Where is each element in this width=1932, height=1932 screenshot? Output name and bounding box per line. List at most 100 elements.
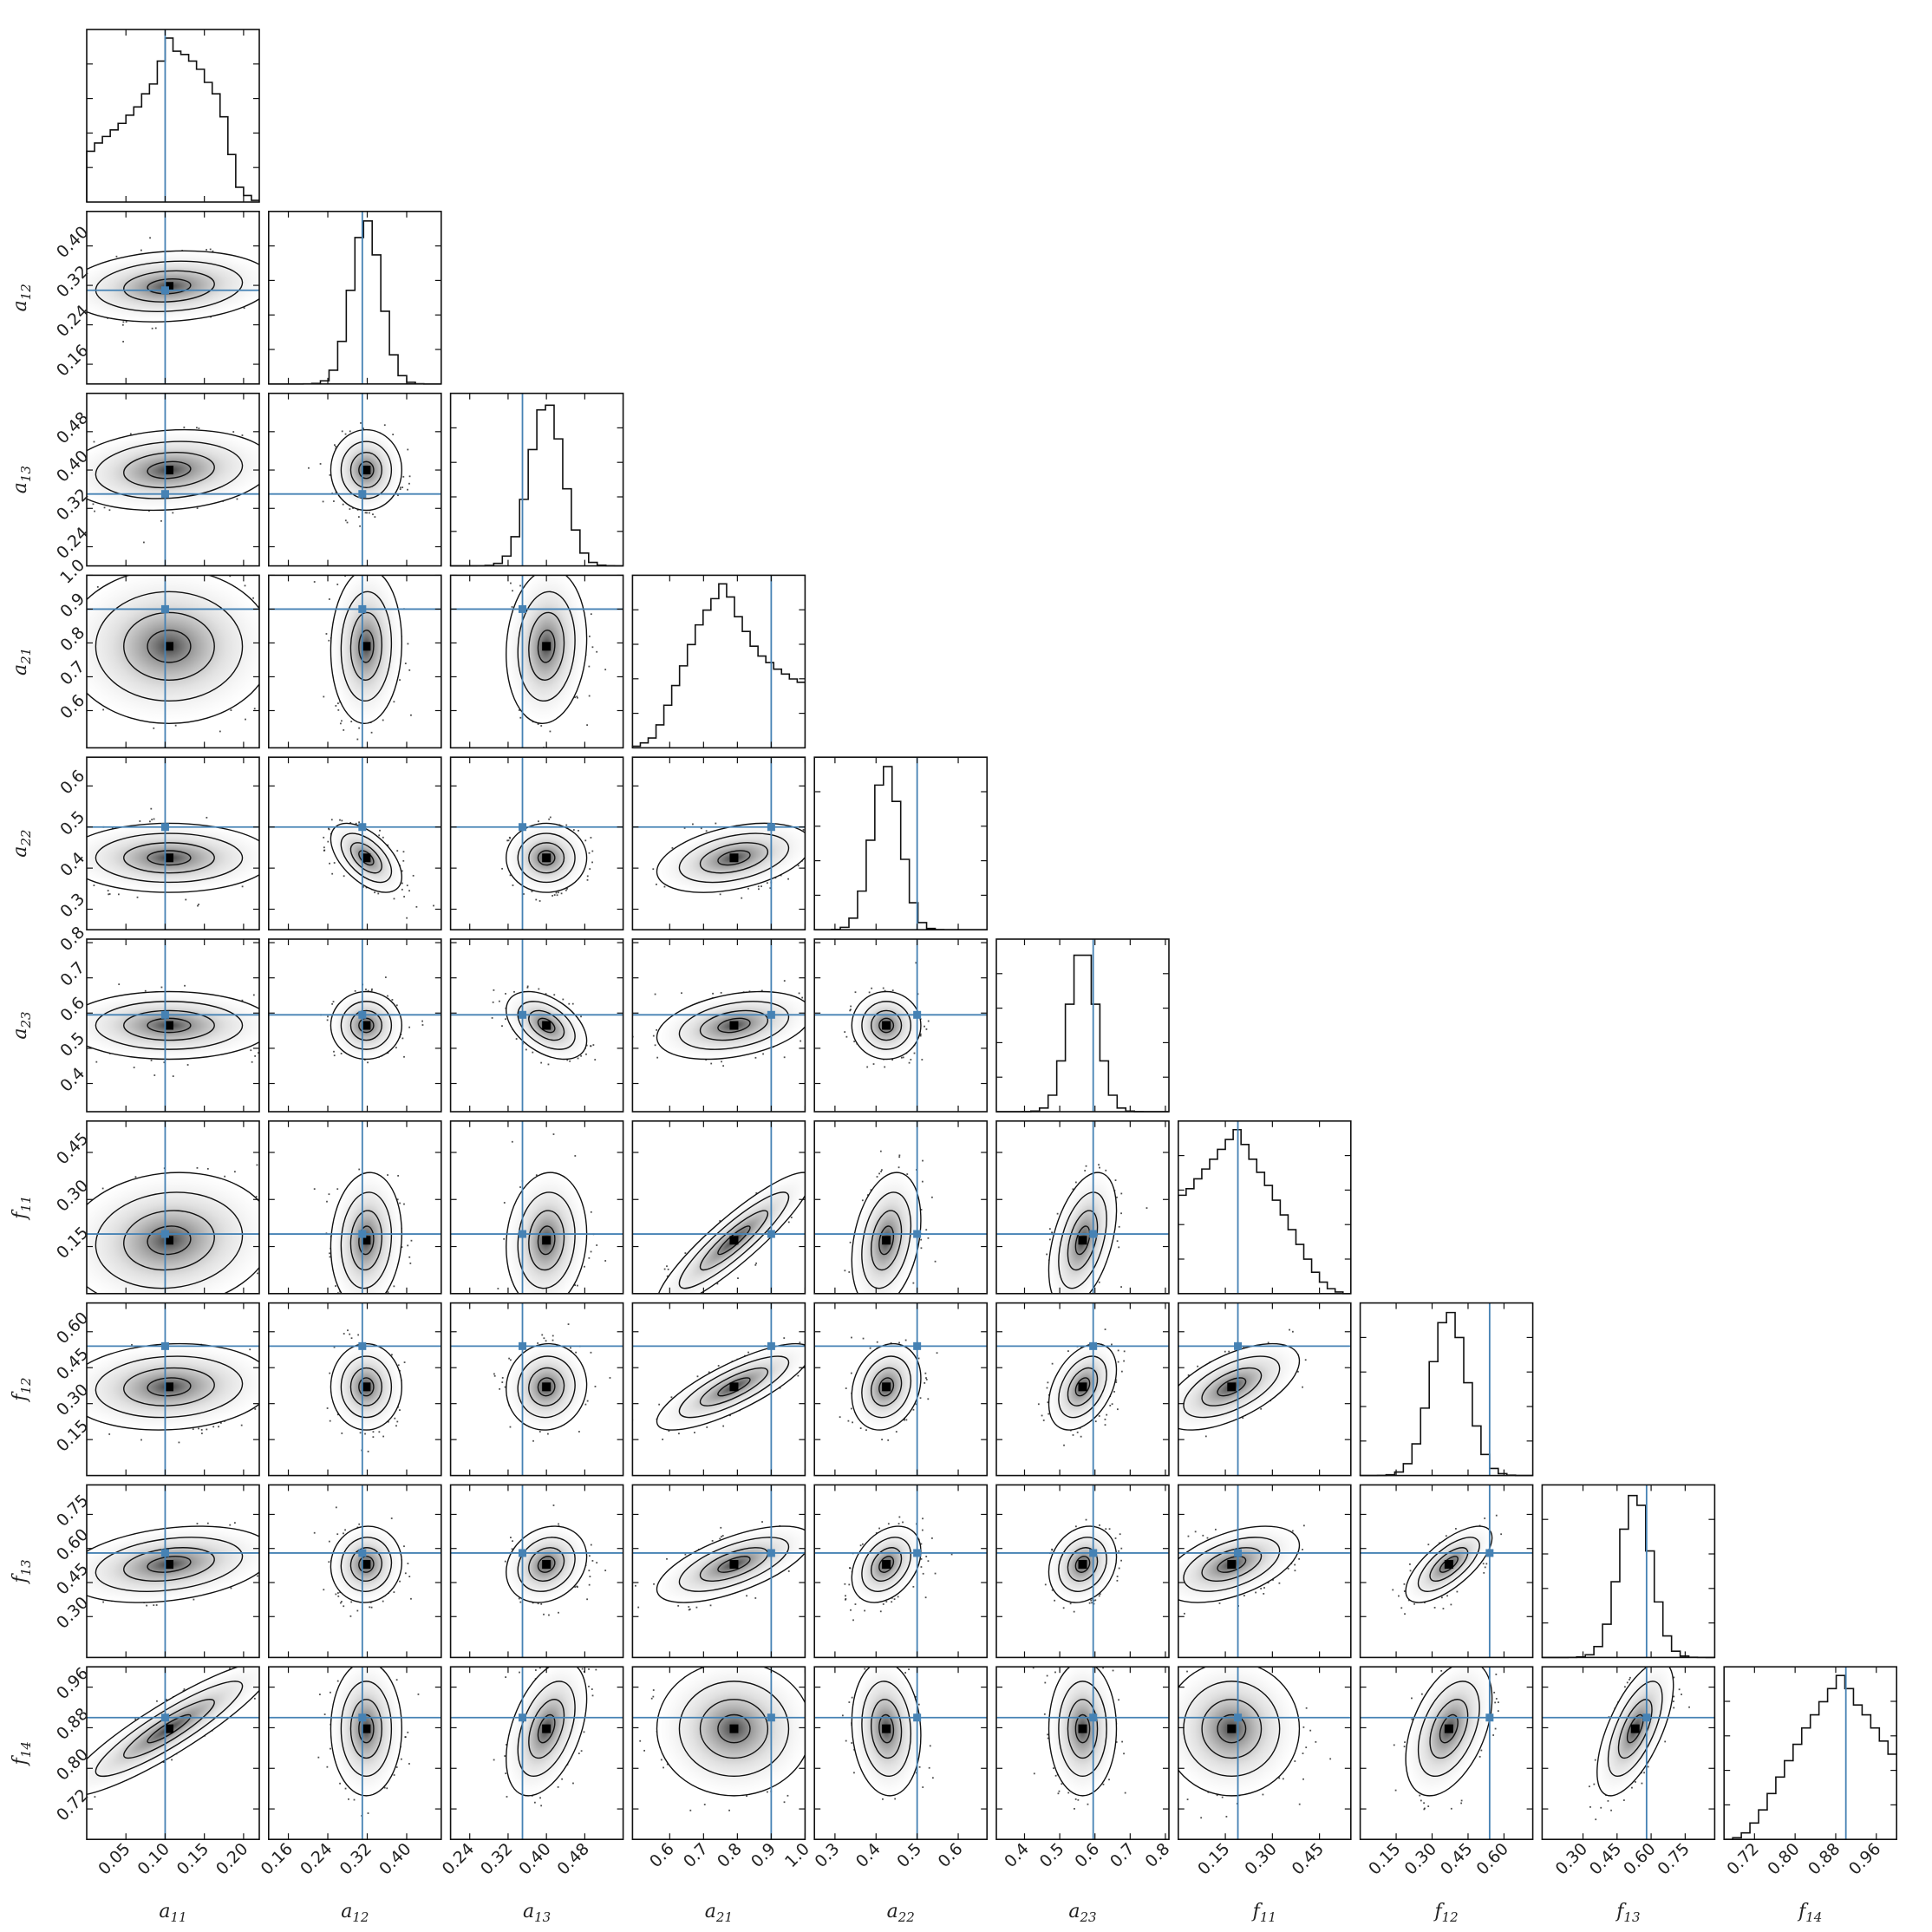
- sample-point: [49, 667, 51, 669]
- panel-9-7: [1359, 1666, 1534, 1840]
- tick-marks: [814, 939, 988, 1112]
- sample-point: [397, 1364, 400, 1367]
- density-contour: [537, 630, 556, 663]
- sample-point: [251, 1061, 253, 1063]
- sample-point: [695, 1661, 696, 1663]
- sample-point: [852, 1619, 854, 1622]
- x-tick-label: 0.75: [1654, 1839, 1693, 1878]
- truth-marker: [519, 1010, 527, 1019]
- sample-point: [40, 460, 42, 461]
- panel-contents: [1176, 1667, 1351, 1840]
- density-contour: [506, 575, 588, 725]
- panel-frame: [631, 1484, 806, 1659]
- sample-point: [333, 1346, 336, 1348]
- panel-frame: [1178, 1484, 1352, 1659]
- sample-point: [550, 1303, 552, 1305]
- sample-point: [115, 255, 118, 258]
- sample-point: [149, 237, 151, 239]
- sample-point: [922, 1518, 924, 1520]
- sample-point: [1163, 1400, 1165, 1402]
- sample-point: [1176, 1760, 1178, 1762]
- sample-point: [1104, 1328, 1106, 1330]
- sample-point: [200, 1428, 203, 1431]
- sample-point: [1084, 1170, 1087, 1172]
- sample-point: [841, 1714, 844, 1717]
- density-contour: [340, 1001, 393, 1050]
- tick-marks: [632, 1302, 806, 1476]
- tick-marks: [268, 757, 441, 930]
- sample-point: [810, 857, 812, 858]
- sample-point: [212, 1426, 215, 1428]
- panel-contents: [87, 1302, 259, 1476]
- panel-frame: [449, 1666, 624, 1840]
- panel-frame: [86, 756, 260, 931]
- sample-point: [1427, 1544, 1430, 1546]
- density-contour: [147, 1017, 192, 1034]
- sample-point: [590, 1351, 592, 1354]
- density-contour: [517, 832, 576, 884]
- panel-9-6: [1176, 1666, 1352, 1840]
- sample-point: [1291, 1530, 1294, 1532]
- sample-point: [256, 1164, 258, 1166]
- panel-frame: [449, 756, 624, 931]
- sample-point: [421, 1020, 423, 1022]
- panel-frame: [267, 392, 442, 567]
- sample-point: [1187, 1535, 1190, 1537]
- sample-point: [902, 1056, 904, 1059]
- sample-point: [761, 1521, 763, 1523]
- density-contour: [878, 1713, 895, 1744]
- sample-point: [1091, 1602, 1093, 1604]
- sample-point: [160, 519, 162, 522]
- sample-point: [313, 581, 316, 583]
- sample-point: [809, 1748, 811, 1750]
- sample-point: [1076, 1320, 1078, 1322]
- density-contour: [358, 1713, 375, 1744]
- sample-point: [399, 1409, 401, 1412]
- sample-point: [252, 597, 255, 599]
- sample-point: [346, 521, 349, 524]
- truth-marker: [358, 1230, 367, 1238]
- tick-marks: [87, 1485, 259, 1658]
- sample-point: [1043, 1713, 1046, 1715]
- sample-point: [755, 1192, 758, 1194]
- sample-point: [806, 1185, 808, 1186]
- density-contour: [123, 270, 215, 303]
- density-contour: [340, 1681, 393, 1778]
- sample-point: [535, 898, 538, 901]
- panel-frame: [449, 1120, 624, 1295]
- sample-point: [572, 829, 575, 831]
- sample-point: [897, 1596, 899, 1598]
- sample-point: [408, 1576, 411, 1577]
- sample-point: [891, 989, 894, 992]
- sample-point: [84, 1047, 86, 1048]
- sample-point: [653, 1297, 655, 1299]
- sample-point: [233, 1522, 236, 1524]
- sample-point: [92, 503, 95, 506]
- sample-point: [153, 1604, 155, 1607]
- sample-point: [1079, 1307, 1080, 1309]
- x-tick-label: 0.48: [553, 1839, 592, 1878]
- sample-point: [282, 1000, 284, 1002]
- density-peak: [1227, 1382, 1237, 1392]
- sample-point: [922, 1159, 924, 1162]
- sample-point: [327, 840, 330, 843]
- sample-point: [1294, 1570, 1296, 1572]
- sample-point: [930, 1196, 933, 1198]
- sample-point: [393, 701, 395, 703]
- sample-point: [548, 749, 550, 751]
- sample-point: [666, 1557, 668, 1560]
- sample-point: [117, 893, 120, 896]
- sample-point: [493, 1759, 495, 1761]
- sample-point: [556, 894, 558, 897]
- sample-point: [501, 1377, 504, 1379]
- sample-point: [570, 1347, 571, 1349]
- density-contour: [506, 1525, 588, 1603]
- sample-point: [1440, 1669, 1443, 1672]
- sample-point: [172, 512, 174, 514]
- sample-point: [343, 1299, 345, 1301]
- sample-point: [538, 820, 539, 823]
- density-contour: [1429, 1547, 1469, 1582]
- density-peak: [164, 1382, 173, 1392]
- sample-point: [591, 646, 594, 649]
- tick-marks: [87, 1302, 259, 1476]
